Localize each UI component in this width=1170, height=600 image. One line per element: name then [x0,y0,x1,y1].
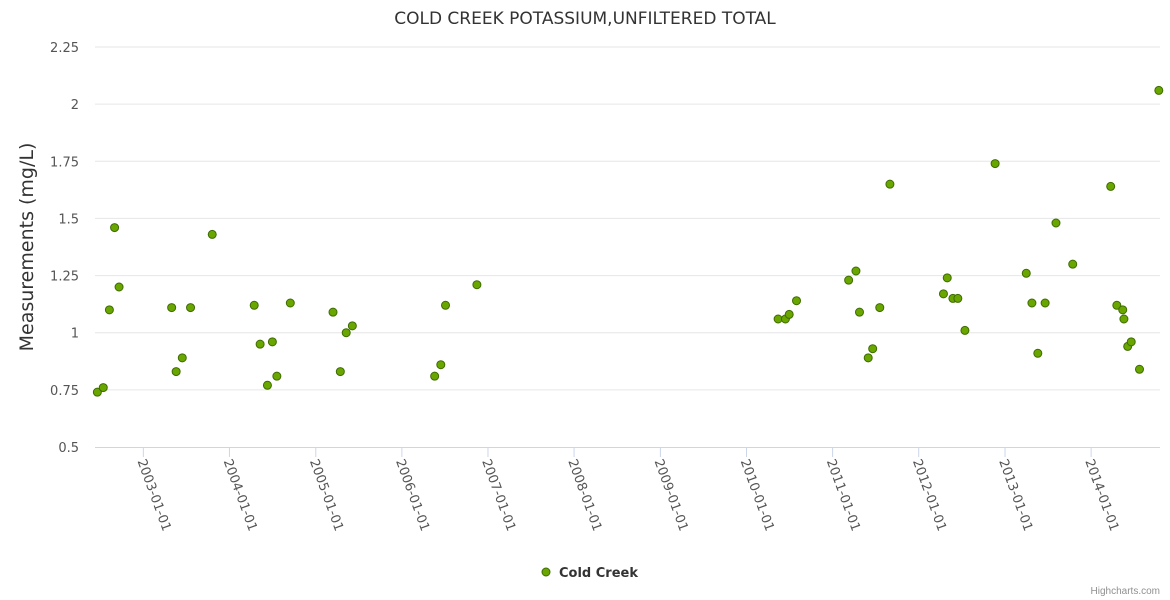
data-point[interactable] [285,298,295,308]
y-tick-label: 2 [71,98,79,113]
data-point[interactable] [341,328,351,338]
data-point[interactable] [207,229,217,239]
y-tick-label: 1.25 [50,270,79,285]
data-point[interactable] [1118,305,1128,315]
y-axis-title: Measurements (mg/L) [16,143,38,352]
data-point[interactable] [1051,218,1061,228]
legend-marker-icon [541,567,551,577]
data-point[interactable] [328,307,338,317]
data-point[interactable] [171,367,181,377]
data-point[interactable] [792,296,802,306]
data-point[interactable] [472,280,482,290]
data-point[interactable] [114,282,124,292]
data-point[interactable] [98,383,108,393]
data-point[interactable] [1033,348,1043,358]
data-point[interactable] [960,325,970,335]
data-point[interactable] [255,339,265,349]
data-point[interactable] [441,300,451,310]
y-axis-tick-labels: 0.5 0.75 1 1.25 1.5 1.75 2 2.25 [50,41,79,456]
data-point[interactable] [335,367,345,377]
series-cold-creek-points [92,85,1164,397]
data-point[interactable] [1126,337,1136,347]
data-point[interactable] [1112,300,1122,310]
y-tick-label: 1.5 [58,212,79,227]
data-point[interactable] [1040,298,1050,308]
data-point[interactable] [885,179,895,189]
y-tick-label: 0.5 [58,441,79,456]
data-point[interactable] [92,387,102,397]
data-point[interactable] [249,300,259,310]
data-point[interactable] [177,353,187,363]
data-point[interactable] [953,293,963,303]
data-point[interactable] [1119,314,1129,324]
data-point[interactable] [990,159,1000,169]
data-point[interactable] [875,303,885,313]
y-tick-label: 2.25 [50,41,79,56]
data-point[interactable] [854,307,864,317]
data-point[interactable] [1068,259,1078,269]
data-point[interactable] [1021,268,1031,278]
data-point[interactable] [773,314,783,324]
data-point[interactable] [110,223,120,233]
data-point[interactable] [784,309,794,319]
data-point[interactable] [347,321,357,331]
legend-item-cold-creek[interactable]: Cold Creek [559,566,638,581]
y-tick-label: 1.75 [50,155,79,170]
data-point[interactable] [868,344,878,354]
data-point[interactable] [844,275,854,285]
data-point[interactable] [267,337,277,347]
data-point[interactable] [262,380,272,390]
data-point[interactable] [430,371,440,381]
data-point[interactable] [1154,85,1164,95]
data-point[interactable] [186,303,196,313]
data-point[interactable] [104,305,114,315]
legend[interactable]: Cold Creek [541,566,638,581]
y-gridlines [95,46,1160,391]
highcharts-credits-link[interactable]: Highcharts.com [1091,586,1160,597]
data-point[interactable] [1134,364,1144,374]
data-point[interactable] [1027,298,1037,308]
data-point[interactable] [863,353,873,363]
data-point[interactable] [851,266,861,276]
y-tick-label: 0.75 [50,384,79,399]
data-point[interactable] [938,289,948,299]
data-point[interactable] [1106,181,1116,191]
data-point[interactable] [436,360,446,370]
chart-title: COLD CREEK POTASSIUM,UNFILTERED TOTAL [394,9,776,29]
data-point[interactable] [942,273,952,283]
y-tick-label: 1 [71,327,79,342]
data-point[interactable] [167,303,177,313]
data-point[interactable] [272,371,282,381]
